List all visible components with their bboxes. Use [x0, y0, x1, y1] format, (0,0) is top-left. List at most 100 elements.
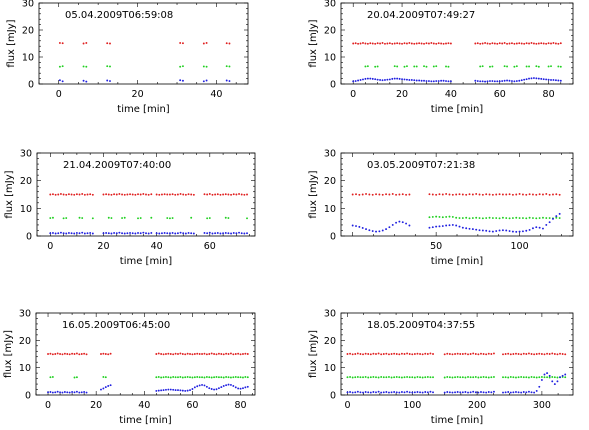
- data-point: [366, 65, 369, 68]
- data-point: [61, 42, 64, 45]
- data-point: [509, 391, 512, 394]
- plot-frame: [340, 2, 574, 85]
- data-point: [538, 352, 541, 355]
- data-point: [219, 232, 222, 235]
- data-point: [73, 232, 76, 235]
- data-point: [445, 65, 447, 68]
- series-2: [58, 65, 231, 68]
- data-point: [368, 193, 371, 196]
- data-point: [487, 376, 490, 379]
- data-point: [469, 391, 472, 394]
- data-point: [78, 391, 81, 394]
- data-point: [225, 376, 228, 378]
- data-point: [446, 352, 449, 355]
- data-point: [420, 42, 423, 45]
- data-point: [525, 193, 528, 196]
- data-point: [179, 352, 182, 355]
- data-point: [454, 391, 457, 394]
- data-point: [162, 389, 165, 392]
- data-point: [537, 42, 540, 45]
- data-point: [179, 193, 182, 195]
- data-point: [157, 352, 160, 355]
- data-point: [498, 229, 501, 232]
- data-point: [542, 78, 545, 81]
- series-1: [346, 352, 567, 356]
- data-point: [230, 193, 233, 196]
- data-point: [391, 193, 394, 195]
- data-point: [203, 352, 206, 355]
- x-tick-label: 50: [430, 241, 442, 252]
- series-1: [352, 42, 562, 45]
- data-point: [546, 376, 549, 379]
- data-point: [507, 352, 510, 355]
- data-point: [351, 376, 354, 379]
- x-tick-label: 40: [151, 241, 163, 252]
- data-point: [489, 65, 491, 68]
- data-point: [535, 389, 538, 392]
- data-point: [238, 193, 240, 195]
- data-point: [448, 353, 451, 355]
- data-point: [485, 391, 488, 394]
- data-point: [349, 352, 352, 355]
- data-point: [506, 42, 509, 45]
- data-point: [68, 391, 71, 394]
- data-point: [424, 376, 427, 379]
- data-point: [411, 391, 414, 394]
- x-axis-label: time [min]: [120, 256, 173, 267]
- series-3: [47, 383, 249, 394]
- data-point: [121, 193, 124, 196]
- data-point: [244, 352, 247, 355]
- x-tick-label: 100: [511, 241, 529, 252]
- data-point: [52, 216, 54, 219]
- data-point: [364, 376, 367, 378]
- data-point: [507, 376, 510, 379]
- data-point: [169, 376, 172, 379]
- data-point: [202, 42, 205, 45]
- data-point: [478, 229, 481, 232]
- data-point: [461, 376, 464, 379]
- data-point: [480, 391, 482, 393]
- data-point: [525, 353, 528, 355]
- data-point: [555, 193, 558, 196]
- data-point: [479, 42, 482, 45]
- data-point: [206, 193, 209, 196]
- data-point: [435, 215, 438, 218]
- data-point: [393, 42, 396, 45]
- data-point: [478, 217, 481, 219]
- data-point: [227, 383, 230, 386]
- data-point: [508, 230, 511, 232]
- data-point: [366, 42, 369, 45]
- series-2: [428, 215, 561, 220]
- data-point: [362, 376, 364, 379]
- data-point: [208, 387, 211, 390]
- x-tick-label: 0: [56, 89, 62, 100]
- data-point: [349, 376, 352, 378]
- data-point: [75, 390, 78, 393]
- data-point: [139, 193, 142, 196]
- data-point: [205, 353, 208, 356]
- data-point: [445, 224, 448, 227]
- data-point: [538, 217, 541, 219]
- data-point: [423, 65, 425, 68]
- data-point: [54, 391, 57, 394]
- data-point: [356, 352, 359, 355]
- data-point: [441, 225, 444, 227]
- data-point: [75, 352, 78, 355]
- data-point: [232, 353, 235, 356]
- data-point: [184, 389, 187, 392]
- data-point: [426, 353, 429, 355]
- data-point: [423, 79, 425, 82]
- data-point: [515, 42, 518, 45]
- data-point: [454, 376, 457, 379]
- data-point: [428, 226, 431, 229]
- data-point: [498, 193, 501, 196]
- data-point: [558, 212, 561, 215]
- data-point: [418, 42, 421, 45]
- data-point: [401, 221, 404, 224]
- data-point: [51, 391, 54, 394]
- data-point: [369, 77, 372, 80]
- data-point: [481, 217, 484, 220]
- data-point: [107, 353, 110, 356]
- data-point: [396, 77, 399, 80]
- data-point: [237, 387, 240, 390]
